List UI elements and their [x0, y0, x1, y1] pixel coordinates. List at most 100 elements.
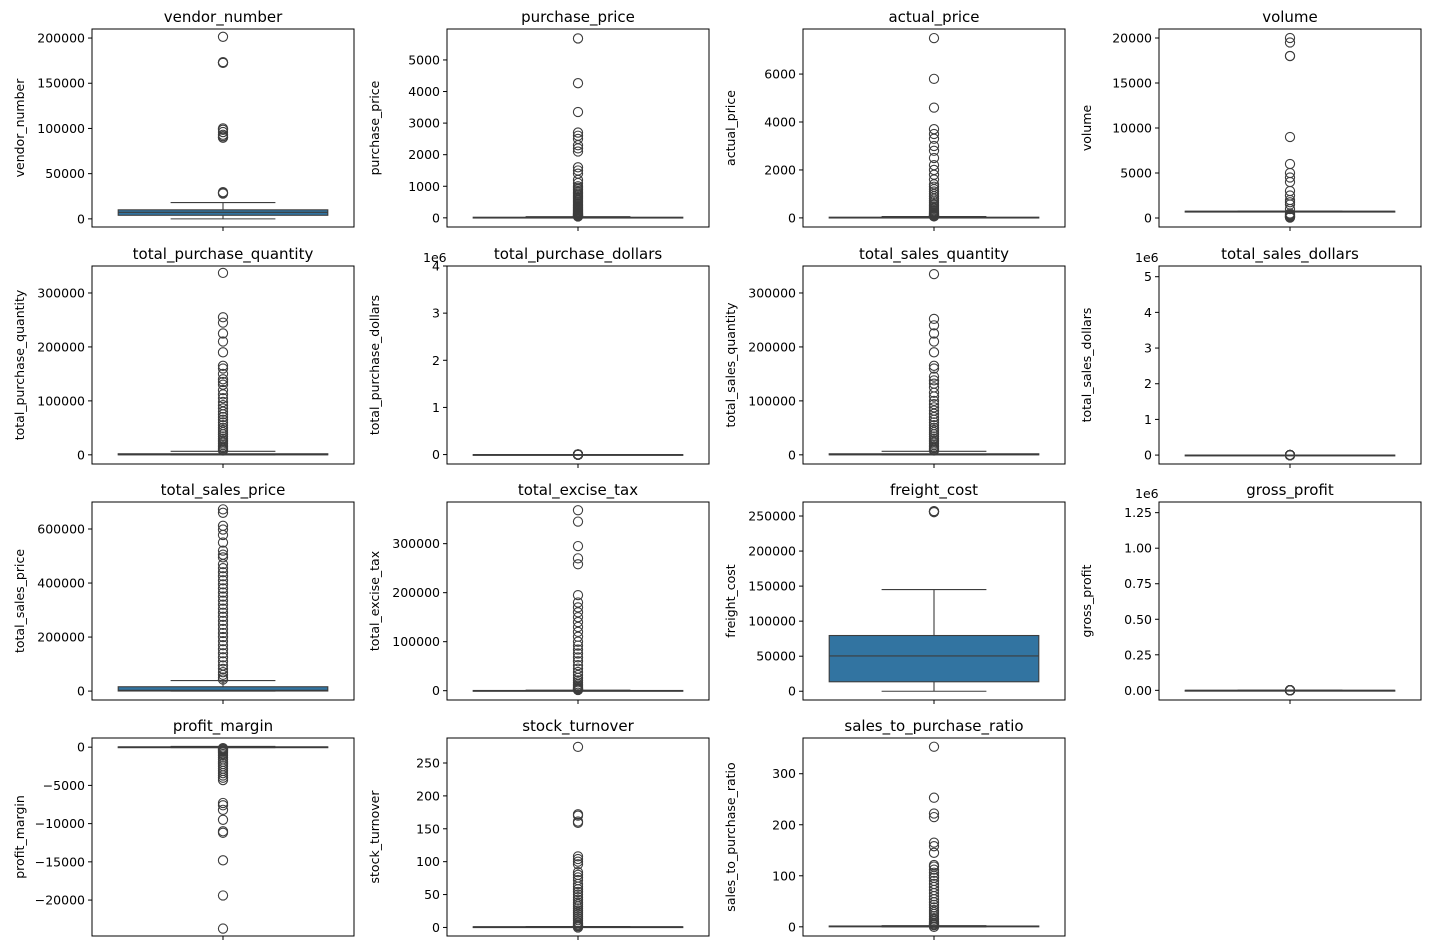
outlier-point [217, 360, 229, 371]
y-axis-label: actual_price [723, 90, 738, 166]
y-tick-label: 3 [1144, 341, 1152, 356]
subplot-title: sales_to_purchase_ratio [844, 717, 1023, 736]
outlier-point [572, 127, 584, 138]
y-tick-label: 0 [77, 740, 85, 755]
subplot-title: total_purchase_dollars [494, 245, 663, 264]
outlier-point [928, 391, 940, 402]
y-tick-label: 300000 [392, 536, 440, 551]
outlier-point [1284, 50, 1296, 62]
outlier-point [572, 741, 584, 753]
outlier-point [572, 881, 584, 892]
axis-scale-label: 1e6 [1135, 486, 1159, 501]
outlier-point [928, 411, 940, 423]
outlier-point [928, 336, 940, 347]
outlier-point [217, 363, 229, 374]
outlier-point [572, 106, 584, 118]
outlier-point [217, 648, 229, 659]
outlier-point [572, 146, 584, 157]
y-tick-label: 1.00 [1124, 541, 1152, 556]
y-tick-label: 100000 [37, 121, 85, 136]
outlier-point [1284, 203, 1296, 215]
outlier-point [572, 817, 584, 829]
y-tick-label: 0.75 [1124, 576, 1152, 591]
outlier-point [217, 414, 229, 425]
y-tick-label: 3000 [408, 116, 440, 131]
y-tick-label: 150000 [748, 579, 796, 594]
y-axis-label: vendor_number [12, 78, 27, 178]
outlier-point [928, 864, 940, 875]
y-tick-label: 0 [432, 920, 440, 935]
y-axis-label: total_sales_dollars [1079, 308, 1094, 423]
y-tick-label: 4 [1144, 305, 1152, 320]
axes-frame [802, 737, 1066, 937]
y-tick-label: 200 [416, 788, 440, 803]
outlier-point [572, 607, 584, 618]
outlier-point [928, 102, 940, 113]
y-tick-label: 0 [788, 210, 796, 225]
outlier-point [572, 553, 584, 564]
outlier-point [217, 615, 229, 627]
outlier-point [217, 797, 229, 809]
outlier-point [572, 505, 584, 516]
outlier-point [1284, 158, 1296, 170]
subplot-title: vendor_number [164, 8, 283, 27]
y-tick-label: 50000 [756, 649, 796, 664]
outlier-point [572, 652, 584, 663]
outlier-point [572, 922, 584, 933]
y-tick-label: 100 [772, 868, 796, 883]
y-tick-label: 0 [432, 683, 440, 698]
y-tick-label: 300000 [748, 285, 796, 300]
outlier-point [572, 666, 584, 678]
outlier-point [928, 328, 940, 339]
outlier-point [928, 347, 940, 358]
y-tick-label: 0 [1144, 211, 1152, 226]
outlier-point [928, 320, 940, 331]
y-tick-label: 200 [772, 817, 796, 832]
outlier-point [217, 674, 229, 685]
y-axis-label: stock_turnover [367, 790, 382, 884]
outlier-point [572, 640, 584, 651]
subplot-gross-profit: gross_profit gross_profit 1e6 0.00 0.25 0.50 0… [1079, 481, 1422, 704]
outlier-point [217, 627, 229, 639]
y-tick-label: 2000 [764, 162, 796, 177]
outlier-point [217, 31, 229, 42]
subplot-title: actual_price [888, 8, 979, 27]
outlier-point [572, 810, 584, 821]
subplot-volume: volume volume 0 5000 10000 15000 20000 [1079, 8, 1422, 231]
outlier-point [572, 516, 584, 527]
outlier-point [928, 140, 940, 152]
y-tick-label: 150 [416, 821, 440, 836]
y-tick-label: 1000 [408, 179, 440, 194]
y-tick-label: 5000 [1120, 166, 1152, 181]
axes-frame [1158, 28, 1422, 228]
y-tick-label: 0 [788, 919, 796, 934]
outlier-point [217, 267, 229, 279]
y-tick-label: 50 [424, 887, 440, 902]
outlier-point [217, 368, 229, 380]
y-tick-label: 5000 [408, 52, 440, 67]
y-tick-label: 2000 [408, 147, 440, 162]
outlier-point [217, 607, 229, 618]
y-tick-label: 0.50 [1124, 612, 1152, 627]
y-tick-label: 100000 [37, 393, 85, 408]
outlier-point [572, 867, 584, 878]
outlier-point [217, 545, 229, 556]
outlier-point [217, 583, 229, 594]
outlier-point [217, 411, 229, 423]
y-axis-label: total_excise_tax [367, 551, 382, 651]
outlier-point [1284, 37, 1296, 48]
y-tick-label: 1 [1144, 412, 1152, 427]
outlier-point [217, 635, 229, 647]
outlier-point [572, 140, 584, 151]
outlier-point [217, 558, 229, 570]
outlier-point [572, 889, 584, 900]
y-tick-label: 0 [788, 684, 796, 699]
axis-scale-label: 1e6 [1135, 250, 1159, 265]
outlier-point [217, 529, 229, 541]
outlier-point [928, 32, 940, 44]
subplot-total-purchase-dollars: total_purchase_dollars total_purchase_dol… [367, 245, 710, 468]
subplot-title: total_purchase_quantity [133, 245, 314, 264]
axes-frame [802, 265, 1066, 465]
outlier-point [572, 162, 584, 173]
outlier-point [572, 853, 584, 865]
